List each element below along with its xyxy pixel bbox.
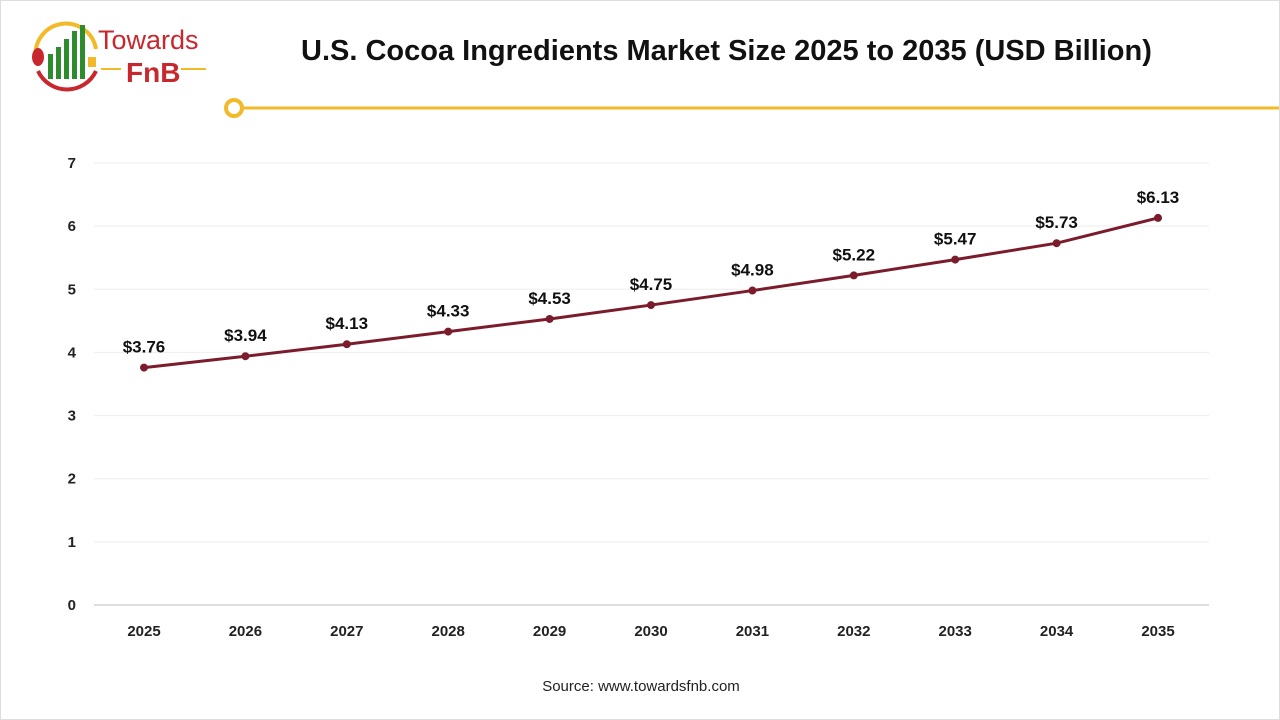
source-note: Source: www.towardsfnb.com — [542, 678, 740, 695]
data-label: $5.73 — [1035, 213, 1078, 232]
data-label: $3.94 — [224, 326, 267, 345]
data-label: $4.33 — [427, 302, 470, 321]
y-tick-label: 6 — [68, 218, 76, 235]
x-tick-label: 2027 — [330, 623, 363, 640]
data-point — [951, 255, 960, 264]
towards-fnb-logo: Towards FnB — [32, 21, 206, 92]
data-label: $5.22 — [833, 245, 876, 264]
y-tick-label: 2 — [68, 471, 76, 488]
title-underline — [224, 98, 1279, 118]
logo-text-fnb: FnB — [126, 57, 180, 88]
x-tick-label: 2026 — [229, 623, 262, 640]
y-tick-label: 7 — [68, 155, 76, 172]
data-label: $4.53 — [528, 289, 571, 308]
data-point — [241, 352, 250, 361]
x-tick-label: 2032 — [837, 623, 870, 640]
y-tick-label: 1 — [68, 534, 76, 551]
x-tick-label: 2028 — [432, 623, 465, 640]
data-point — [342, 340, 351, 349]
y-tick-label: 4 — [68, 344, 77, 361]
x-tick-label: 2033 — [939, 623, 972, 640]
data-point — [647, 301, 655, 310]
data-point — [545, 314, 554, 323]
data-point — [748, 286, 757, 295]
data-point — [140, 363, 148, 372]
x-tick-label: 2031 — [736, 623, 769, 640]
x-tick-label: 2025 — [127, 623, 160, 640]
x-tick-label: 2030 — [634, 623, 667, 640]
data-label: $4.13 — [326, 314, 369, 333]
data-label: $3.76 — [123, 338, 166, 357]
data-point — [849, 271, 858, 280]
data-label: $5.47 — [934, 230, 977, 249]
y-tick-label: 0 — [68, 597, 76, 614]
chart-title: U.S. Cocoa Ingredients Market Size 2025 … — [301, 35, 1152, 67]
x-tick-label: 2029 — [533, 623, 566, 640]
data-label: $6.13 — [1137, 188, 1180, 207]
data-point — [1154, 213, 1162, 222]
x-tick-label: 2034 — [1040, 623, 1074, 640]
data-point — [444, 327, 453, 336]
y-tick-label: 3 — [68, 408, 76, 425]
y-tick-label: 5 — [68, 281, 76, 298]
data-label: $4.98 — [731, 261, 774, 280]
logo-text: Towards — [98, 25, 199, 55]
data-label: $4.75 — [630, 275, 673, 294]
data-point — [1052, 239, 1061, 248]
x-tick-label: 2035 — [1141, 623, 1174, 640]
